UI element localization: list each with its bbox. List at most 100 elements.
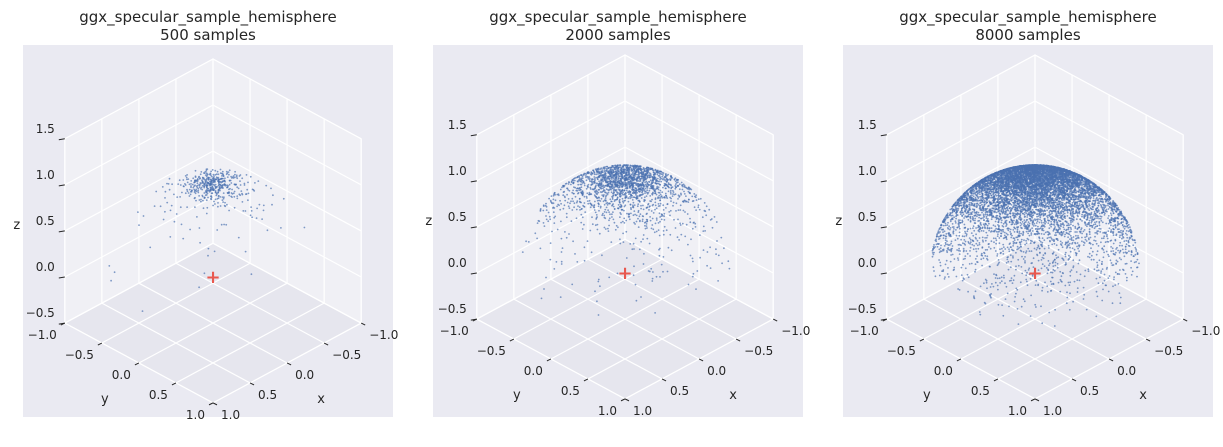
sample-point — [194, 176, 197, 179]
sample-point — [601, 185, 604, 188]
sample-point — [594, 224, 597, 227]
sample-point — [231, 188, 234, 191]
y-tick-label: −0.5 — [65, 348, 94, 362]
sample-point — [615, 194, 617, 197]
sample-point — [217, 190, 220, 192]
sample-point — [625, 219, 628, 222]
sample-point — [171, 183, 174, 186]
sample-point — [646, 192, 649, 195]
sample-point — [250, 210, 253, 212]
z-tick-label: 0.0 — [36, 260, 55, 274]
x-tick-mark — [323, 342, 329, 346]
sample-point — [186, 178, 188, 181]
sample-point — [702, 230, 705, 233]
sample-point — [598, 209, 600, 212]
sample-point — [214, 173, 217, 176]
sample-point — [247, 181, 249, 184]
sample-point — [594, 290, 596, 293]
sample-point — [608, 202, 611, 205]
y-tick-label: 0.5 — [971, 384, 990, 398]
z-tick-mark — [58, 230, 65, 233]
sample-point — [702, 225, 705, 228]
sample-point — [232, 192, 235, 195]
sample-point — [648, 205, 651, 208]
sample-point — [636, 205, 639, 208]
sample-point — [649, 187, 651, 190]
y-tick-mark — [208, 402, 214, 406]
sample-point — [679, 222, 681, 225]
y-tick-mark — [620, 398, 626, 402]
sample-point — [628, 178, 631, 181]
sample-point — [657, 171, 660, 174]
sample-point — [539, 208, 542, 210]
sample-point — [612, 218, 615, 221]
z-tick-label: 1.5 — [858, 118, 877, 132]
sample-point — [658, 254, 661, 257]
grid-line-z-wall-a — [476, 100, 626, 182]
sample-point — [693, 206, 696, 209]
sample-point — [207, 254, 209, 257]
sample-point — [261, 218, 263, 221]
sample-point — [216, 198, 219, 200]
sample-point — [699, 234, 701, 237]
sample-point — [234, 173, 236, 176]
sample-point — [660, 218, 663, 221]
sample-point — [663, 184, 666, 187]
sample-point — [549, 242, 552, 245]
sample-point — [241, 193, 244, 196]
sample-point — [602, 195, 605, 198]
sample-point — [270, 187, 272, 190]
sample-point — [233, 206, 236, 209]
sample-point — [690, 238, 692, 241]
sample-point — [578, 176, 581, 179]
sample-point — [559, 296, 562, 298]
sample-point — [265, 184, 268, 187]
sample-point — [627, 197, 630, 200]
sample-point — [198, 227, 201, 229]
sample-point — [593, 171, 595, 173]
sample-point — [669, 189, 672, 192]
sample-point — [622, 201, 625, 204]
z-tick-mark — [470, 272, 477, 275]
sample-point — [245, 193, 247, 196]
sample-point — [221, 199, 224, 202]
x-tick-label: 0.0 — [1117, 364, 1136, 378]
sample-point — [677, 198, 679, 200]
sample-point — [560, 260, 563, 263]
x-axis-label: x — [1139, 388, 1147, 403]
sample-point — [566, 193, 568, 196]
sample-point — [646, 189, 649, 192]
sample-point — [207, 196, 209, 199]
sample-point — [671, 195, 674, 198]
sample-point — [675, 179, 678, 182]
sample-point — [203, 186, 206, 189]
sample-point — [665, 229, 668, 232]
sample-point — [605, 202, 608, 205]
y-tick-mark — [97, 342, 103, 346]
sample-point — [217, 205, 219, 208]
sample-point — [225, 170, 228, 173]
sample-point — [602, 180, 604, 183]
sample-point — [604, 217, 607, 220]
sample-point — [631, 194, 633, 197]
grid-line-z-wall-b — [212, 150, 362, 232]
sample-point — [691, 227, 694, 230]
sample-point — [224, 201, 226, 204]
sample-point — [591, 204, 593, 207]
sample-point — [697, 206, 700, 209]
sample-point — [246, 188, 249, 191]
sample-point — [576, 175, 579, 178]
sample-point — [193, 185, 196, 188]
grid-line-z-wall-a — [64, 242, 214, 324]
sample-point — [217, 195, 220, 198]
sample-point — [659, 189, 662, 192]
sample-point — [632, 214, 635, 217]
sample-point — [644, 224, 646, 227]
sample-point — [720, 236, 723, 239]
sample-point — [663, 176, 666, 178]
sample-point — [597, 205, 600, 208]
sample-point — [206, 206, 209, 209]
sample-point — [619, 216, 621, 219]
sample-point — [194, 206, 196, 209]
sample-point — [228, 169, 231, 172]
